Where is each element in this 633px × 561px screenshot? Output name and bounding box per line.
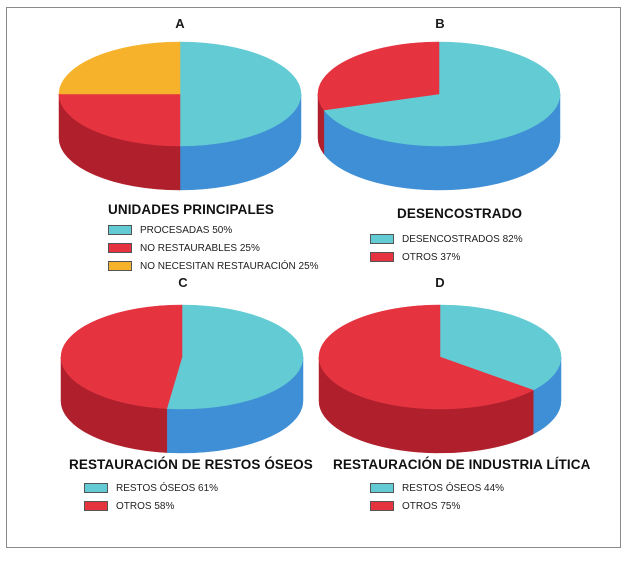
legend-item: OTROS 37%	[370, 249, 523, 265]
legend-item: NO NECESITAN RESTAURACIÓN 25%	[108, 258, 319, 274]
chart-d-slice	[439, 304, 562, 391]
legend-item: RESTOS ÓSEOS 44%	[370, 480, 504, 496]
chart-d-letter: D	[435, 275, 444, 290]
legend-swatch-red	[84, 501, 108, 511]
chart-c-legend: RESTOS ÓSEOS 61% OTROS 58%	[84, 480, 218, 516]
chart-b-legend: DESENCOSTRADOS 82% OTROS 37%	[370, 231, 523, 267]
legend-swatch-cyan	[108, 225, 132, 235]
figure-frame	[6, 7, 621, 548]
chart-a-slice	[58, 41, 181, 95]
legend-item: DESENCOSTRADOS 82%	[370, 231, 523, 247]
chart-d-slice	[318, 304, 534, 410]
chart-c-slice	[166, 304, 304, 410]
legend-label: RESTOS ÓSEOS 44%	[402, 482, 505, 494]
chart-b-slice	[323, 41, 561, 147]
legend-swatch-orange	[108, 261, 132, 271]
chart-c-letter: C	[178, 275, 188, 290]
legend-label: NO RESTAURABLES 25%	[140, 242, 260, 254]
legend-item: RESTOS ÓSEOS 61%	[84, 480, 218, 496]
chart-d-title: RESTAURACIÓN DE INDUSTRIA LÍTICA	[333, 457, 591, 472]
legend-label: OTROS 37%	[402, 251, 461, 263]
legend-label: DESENCOSTRADOS 82%	[402, 233, 523, 245]
chart-a-letter: A	[175, 16, 185, 31]
chart-d-legend: RESTOS ÓSEOS 44% OTROS 75%	[370, 480, 504, 516]
legend-swatch-cyan	[84, 483, 108, 493]
legend-swatch-red	[108, 243, 132, 253]
legend-swatch-red	[370, 252, 394, 262]
legend-item: PROCESADAS 50%	[108, 222, 319, 238]
chart-a-slice	[58, 93, 181, 147]
legend-label: OTROS 58%	[116, 500, 175, 512]
legend-label: NO NECESITAN RESTAURACIÓN 25%	[140, 260, 319, 272]
legend-item: OTROS 75%	[370, 498, 504, 514]
chart-a-slice	[179, 41, 302, 147]
legend-swatch-cyan	[370, 483, 394, 493]
legend-item: OTROS 58%	[84, 498, 218, 514]
legend-swatch-red	[370, 501, 394, 511]
chart-c-title: RESTAURACIÓN DE RESTOS ÓSEOS	[69, 457, 313, 472]
chart-a-title: UNIDADES PRINCIPALES	[108, 202, 275, 217]
chart-b-letter: B	[435, 16, 444, 31]
chart-b-slice	[317, 41, 440, 111]
legend-swatch-cyan	[370, 234, 394, 244]
chart-c-slice	[60, 304, 183, 409]
chart-a-legend: PROCESADAS 50% NO RESTAURABLES 25% NO NE…	[108, 222, 319, 276]
legend-item: NO RESTAURABLES 25%	[108, 240, 319, 256]
legend-label: PROCESADAS 50%	[140, 224, 233, 236]
legend-label: RESTOS ÓSEOS 61%	[116, 482, 219, 494]
chart-b-title: DESENCOSTRADO	[397, 206, 523, 221]
legend-label: OTROS 75%	[402, 500, 461, 512]
